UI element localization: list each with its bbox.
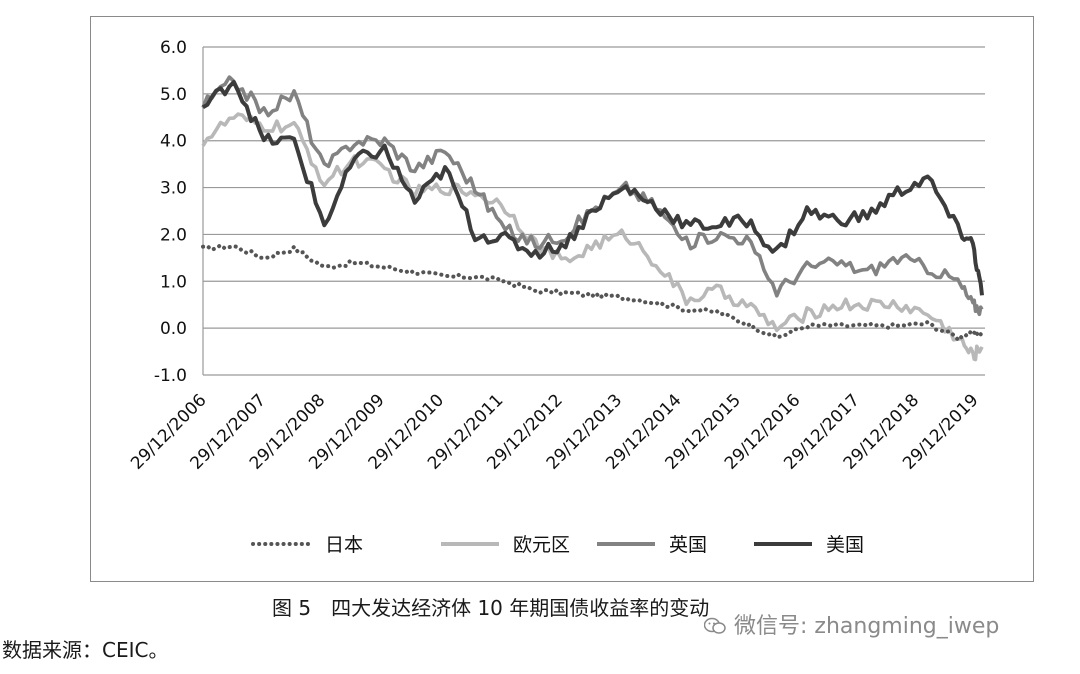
y-tick-label: 2.0 [160,225,187,245]
y-tick-label: 1.0 [160,272,187,292]
y-tick-label: 6.0 [160,38,187,58]
wechat-icon [704,617,726,634]
series-line [201,112,984,362]
y-tick-label: -1.0 [154,366,187,386]
x-axis-ticks: 29/12/200629/12/200729/12/200829/12/2009… [127,390,982,473]
y-tick-label: 5.0 [160,85,187,105]
series-line [201,243,984,342]
legend-label: 欧元区 [513,534,570,556]
series-line [202,80,984,296]
watermark-text: 微信号: zhangming_iwep [734,614,1000,639]
series-line [201,75,984,317]
y-tick-label: 3.0 [160,179,187,199]
grid-lines [202,46,985,376]
legend-label: 美国 [826,534,864,556]
legend-label: 英国 [669,534,707,556]
legend: 日本 欧元区 英国 美国 [251,534,864,556]
data-source-note: 数据来源：CEIC。 [2,638,169,662]
y-tick-label: 4.0 [160,132,187,152]
y-tick-label: 0.0 [160,319,187,339]
y-axis-ticks: 6.0 5.0 4.0 3.0 2.0 1.0 0.0 -1.0 [154,38,187,386]
legend-label: 日本 [325,534,363,556]
figure-caption: 图 5 四大发达经济体 10 年期国债收益率的变动 [272,596,710,620]
series-lines [201,75,984,362]
chart-frame: 6.0 5.0 4.0 3.0 2.0 1.0 0.0 -1.0 29/12/2006 29/1… [90,16,1034,582]
wechat-watermark: 微信号: zhangming_iwep [704,608,999,640]
line-chart: 6.0 5.0 4.0 3.0 2.0 1.0 0.0 -1.0 29/12/200629/1… [127,38,985,556]
